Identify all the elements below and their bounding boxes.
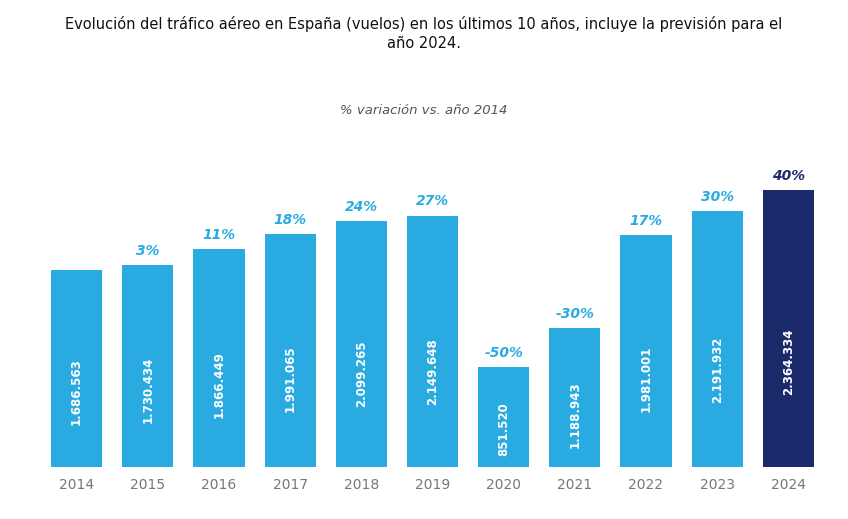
Text: 11%: 11% <box>203 228 236 242</box>
Bar <box>122 265 173 467</box>
Text: 1.981.001: 1.981.001 <box>639 346 652 412</box>
Text: 17%: 17% <box>629 214 662 228</box>
Text: -50%: -50% <box>484 346 523 360</box>
Text: -30%: -30% <box>555 307 594 321</box>
Text: 2.364.334: 2.364.334 <box>782 329 795 395</box>
Text: % variación vs. año 2014: % variación vs. año 2014 <box>340 104 508 117</box>
Text: 27%: 27% <box>416 195 449 209</box>
Bar <box>51 270 103 467</box>
Bar <box>336 222 387 467</box>
Text: 40%: 40% <box>772 169 805 183</box>
Text: 1.188.943: 1.188.943 <box>568 381 582 447</box>
Text: 2.149.648: 2.149.648 <box>426 338 439 405</box>
Text: Evolución del tráfico aéreo en España (vuelos) en los últimos 10 años, incluye l: Evolución del tráfico aéreo en España (v… <box>65 16 783 51</box>
Text: 1.866.449: 1.866.449 <box>213 351 226 418</box>
Text: 1.686.563: 1.686.563 <box>70 359 83 426</box>
Text: 30%: 30% <box>700 189 734 203</box>
Bar <box>762 190 814 467</box>
Text: 2.099.265: 2.099.265 <box>354 340 368 407</box>
Bar <box>621 235 672 467</box>
Text: 1.730.434: 1.730.434 <box>142 357 154 424</box>
Bar <box>478 367 529 467</box>
Bar <box>407 215 458 467</box>
Bar <box>692 211 743 467</box>
Text: 1.991.065: 1.991.065 <box>283 345 297 412</box>
Text: 3%: 3% <box>136 243 159 257</box>
Bar <box>193 249 244 467</box>
Bar <box>265 234 315 467</box>
Text: 24%: 24% <box>345 200 378 214</box>
Text: 851.520: 851.520 <box>497 402 510 456</box>
Text: 18%: 18% <box>274 213 307 227</box>
Text: 2.191.932: 2.191.932 <box>711 336 723 403</box>
Bar <box>550 328 600 467</box>
